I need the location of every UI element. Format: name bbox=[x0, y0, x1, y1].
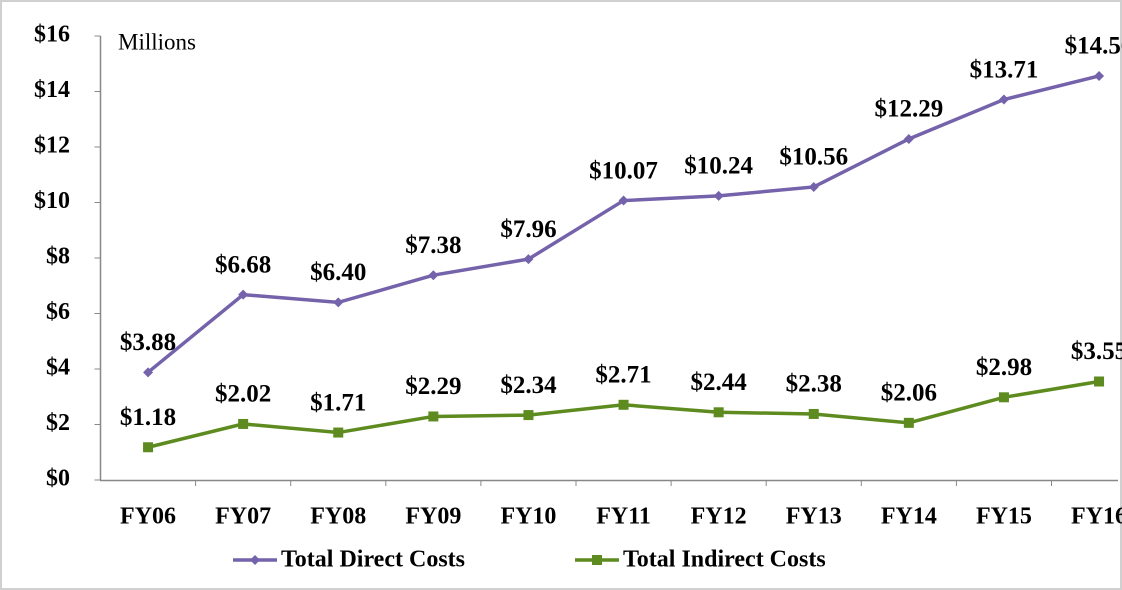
legend-label: Total Direct Costs bbox=[281, 547, 465, 573]
data-label: $12.29 bbox=[874, 96, 943, 123]
marker bbox=[713, 407, 724, 418]
marker bbox=[238, 289, 249, 300]
y-tick-label: $14 bbox=[34, 77, 70, 103]
data-label: $2.29 bbox=[405, 373, 461, 400]
data-label: $2.71 bbox=[595, 362, 651, 389]
x-tick-label: FY15 bbox=[976, 504, 1032, 530]
x-tick-label: FY12 bbox=[691, 504, 747, 530]
data-label: $2.98 bbox=[976, 354, 1032, 381]
y-tick-label: $6 bbox=[46, 299, 70, 325]
marker bbox=[428, 270, 439, 281]
y-tick-label: $10 bbox=[34, 188, 70, 214]
data-label: $10.56 bbox=[779, 144, 848, 171]
x-tick-label: FY07 bbox=[215, 504, 271, 530]
marker bbox=[333, 297, 344, 308]
marker bbox=[998, 94, 1009, 105]
y-tick-label: $4 bbox=[46, 355, 70, 381]
data-label: $7.38 bbox=[405, 232, 461, 259]
marker bbox=[618, 195, 629, 206]
x-tick-label: FY11 bbox=[596, 504, 651, 530]
x-tick-label: FY14 bbox=[881, 504, 937, 530]
y-tick-label: $0 bbox=[46, 466, 70, 492]
data-label: $2.44 bbox=[691, 369, 748, 396]
y-tick-label: $2 bbox=[46, 410, 70, 436]
marker bbox=[250, 555, 260, 565]
data-label: $2.02 bbox=[215, 381, 271, 408]
marker bbox=[523, 254, 534, 265]
x-tick-label: FY13 bbox=[786, 504, 842, 530]
marker bbox=[333, 427, 344, 438]
data-label: $1.18 bbox=[120, 404, 176, 431]
data-label: $3.55 bbox=[1071, 338, 1122, 365]
y-tick-label: $16 bbox=[34, 22, 70, 48]
y-tick-label: $12 bbox=[34, 133, 70, 159]
marker bbox=[808, 408, 819, 419]
data-label: $6.68 bbox=[215, 251, 271, 278]
data-label: $1.71 bbox=[310, 389, 366, 416]
legend-label: Total Indirect Costs bbox=[623, 547, 826, 573]
marker bbox=[998, 392, 1009, 403]
marker bbox=[903, 133, 914, 144]
data-label: $6.40 bbox=[310, 259, 366, 286]
marker bbox=[618, 399, 629, 410]
marker bbox=[808, 181, 819, 192]
x-tick-label: FY16 bbox=[1071, 504, 1122, 530]
data-label: $3.88 bbox=[120, 329, 176, 356]
marker bbox=[143, 367, 154, 378]
x-tick-label: FY06 bbox=[120, 504, 176, 530]
marker bbox=[1094, 376, 1105, 387]
data-label: $10.07 bbox=[589, 157, 658, 184]
marker bbox=[903, 417, 914, 428]
data-label: $2.06 bbox=[881, 380, 937, 407]
data-label: $7.96 bbox=[500, 216, 556, 243]
y-tick-label: $8 bbox=[46, 244, 70, 270]
annotation: Millions bbox=[118, 29, 196, 54]
marker bbox=[592, 555, 602, 565]
x-tick-label: FY09 bbox=[405, 504, 461, 530]
marker bbox=[238, 418, 249, 429]
marker bbox=[523, 410, 534, 421]
data-label: $2.34 bbox=[500, 372, 557, 399]
x-tick-label: FY08 bbox=[310, 504, 366, 530]
x-tick-label: FY10 bbox=[500, 504, 556, 530]
data-label: $14.56 bbox=[1065, 33, 1122, 60]
data-label: $10.24 bbox=[684, 153, 753, 180]
marker bbox=[143, 442, 154, 453]
data-label: $2.38 bbox=[786, 371, 842, 398]
marker bbox=[428, 411, 439, 422]
marker bbox=[713, 190, 724, 201]
data-label: $13.71 bbox=[970, 56, 1039, 83]
marker bbox=[1094, 70, 1105, 81]
